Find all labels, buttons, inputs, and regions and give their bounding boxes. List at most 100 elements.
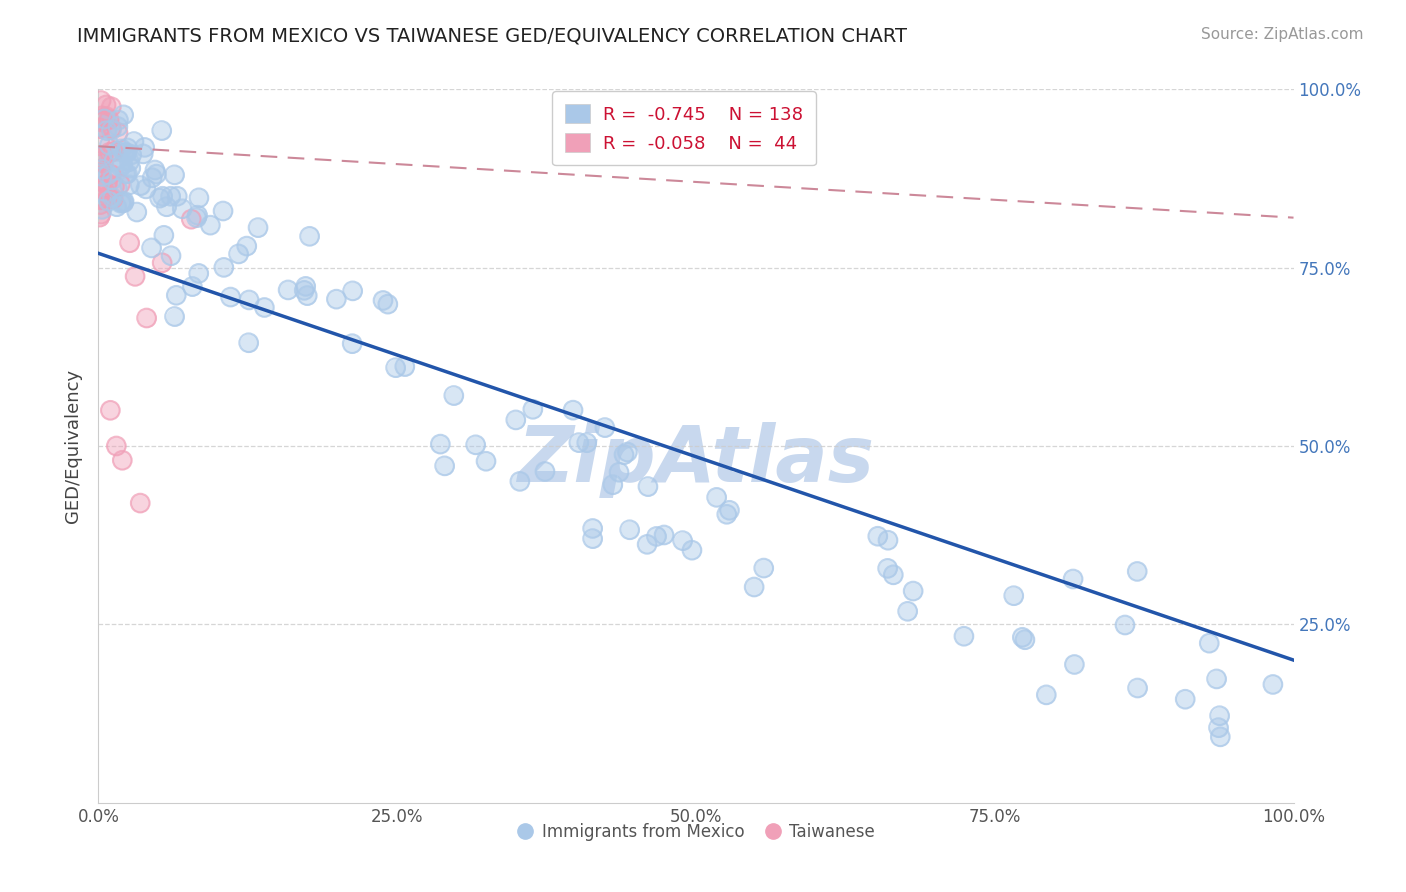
Point [671, 533, 693, 548]
Point [120, 161, 142, 175]
Point [706, 491, 728, 505]
Point [340, 336, 363, 351]
Point [107, 126, 129, 140]
Point [155, 200, 177, 214]
Point [180, 212, 202, 227]
Point [118, 235, 141, 250]
Point [681, 543, 703, 558]
Point [602, 477, 624, 491]
Text: Source: ZipAtlas.com: Source: ZipAtlas.com [1201, 27, 1364, 42]
Point [134, 140, 156, 154]
Point [187, 267, 209, 281]
Point [91, 169, 114, 184]
Point [100, 100, 122, 114]
Point [901, 584, 924, 599]
Point [90, 153, 112, 168]
Point [112, 195, 135, 210]
Point [297, 288, 319, 302]
Point [443, 388, 465, 402]
Point [238, 335, 260, 350]
Point [384, 360, 406, 375]
Point [186, 211, 208, 225]
Point [897, 604, 920, 618]
Point [90, 94, 112, 108]
Point [181, 279, 204, 293]
Point [91, 191, 114, 205]
Legend: Immigrants from Mexico, Taiwanese: Immigrants from Mexico, Taiwanese [510, 817, 882, 848]
Point [1208, 721, 1230, 735]
Point [1198, 636, 1220, 650]
Point [509, 475, 531, 489]
Point [716, 508, 738, 522]
Point [91, 162, 114, 177]
Point [93, 182, 115, 196]
Point [100, 121, 122, 136]
Point [152, 189, 174, 203]
Point [89, 210, 111, 224]
Point [117, 141, 139, 155]
Point [97, 194, 120, 209]
Point [93, 114, 115, 128]
Point [155, 200, 177, 214]
Point [89, 120, 111, 135]
Point [89, 112, 111, 127]
Point [637, 479, 659, 493]
Point [1174, 692, 1197, 706]
Point [1261, 677, 1284, 691]
Point [89, 112, 111, 127]
Point [122, 135, 145, 149]
Point [671, 533, 693, 548]
Point [135, 182, 157, 196]
Point [115, 145, 138, 160]
Point [238, 293, 260, 307]
Point [1063, 657, 1085, 672]
Y-axis label: GED/Equivalency: GED/Equivalency [65, 369, 83, 523]
Point [143, 163, 166, 178]
Point [433, 458, 456, 473]
Point [118, 154, 141, 169]
Point [297, 288, 319, 302]
Point [124, 269, 146, 284]
Point [377, 297, 399, 311]
Point [141, 241, 163, 255]
Point [897, 604, 920, 618]
Point [107, 181, 129, 195]
Point [101, 192, 124, 206]
Point [110, 177, 132, 191]
Point [111, 453, 134, 467]
Point [125, 205, 148, 219]
Point [342, 284, 364, 298]
Point [117, 167, 139, 181]
Point [90, 153, 112, 168]
Point [509, 475, 531, 489]
Point [1198, 636, 1220, 650]
Point [1063, 657, 1085, 672]
Point [160, 249, 183, 263]
Point [200, 218, 222, 232]
Point [118, 178, 141, 192]
Point [277, 283, 299, 297]
Point [118, 235, 141, 250]
Point [464, 438, 486, 452]
Point [1014, 632, 1036, 647]
Point [98, 112, 121, 127]
Point [89, 120, 111, 135]
Point [652, 528, 675, 542]
Point [89, 133, 111, 147]
Point [429, 437, 451, 451]
Point [433, 458, 456, 473]
Point [91, 156, 114, 170]
Point [165, 288, 187, 302]
Point [94, 98, 117, 112]
Point [91, 109, 114, 123]
Point [1126, 681, 1149, 695]
Point [91, 191, 114, 205]
Point [160, 249, 183, 263]
Point [236, 239, 259, 253]
Point [101, 192, 124, 206]
Point [100, 123, 122, 137]
Point [371, 293, 394, 308]
Point [149, 191, 172, 205]
Point [568, 435, 591, 450]
Point [129, 178, 152, 193]
